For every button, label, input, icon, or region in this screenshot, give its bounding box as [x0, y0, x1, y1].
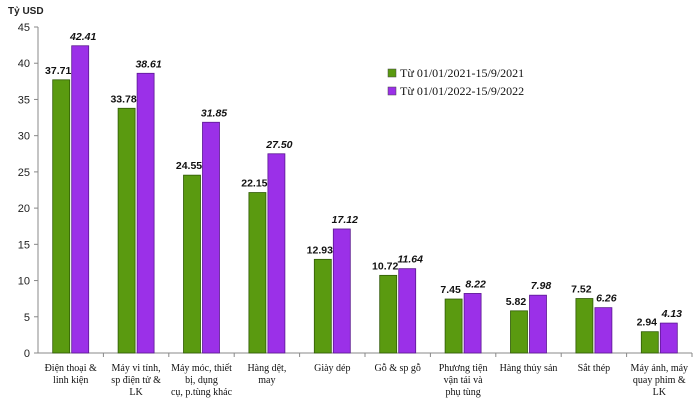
bar-2022: [267, 153, 286, 354]
bar-2022: [594, 307, 613, 354]
legend-label: Từ 01/01/2022-15/9/2022: [400, 84, 524, 98]
data-label: 4.13: [661, 308, 683, 320]
data-label: 12.93: [307, 244, 333, 256]
bar-2021: [183, 174, 201, 354]
y-tick-label: 45: [18, 22, 30, 34]
y-tick-label: 40: [18, 58, 30, 70]
legend-label: Từ 01/01/2021-15/9/2021: [400, 66, 524, 80]
legend-swatch: [387, 86, 397, 96]
x-tick-label: Điện thoại & linh kiện: [45, 363, 97, 386]
legend: Từ 01/01/2021-15/9/2021 Từ 01/01/2022-15/…: [387, 66, 524, 98]
x-tick-label: Giày dép: [314, 363, 350, 374]
bar-2022: [398, 268, 417, 354]
data-label: 10.72: [372, 260, 398, 272]
bar-2022: [71, 45, 90, 354]
x-tick-label: Hàng dệt, may: [247, 363, 286, 386]
x-tick-label: Máy móc, thiết bị, dụng cụ, p.tùng khác: [171, 363, 233, 398]
bar-2021: [640, 331, 659, 354]
x-tick-label: Máy vi tính, sp điện tử & LK: [111, 363, 161, 398]
data-label: 37.71: [45, 65, 71, 77]
y-tick-label: 10: [18, 276, 30, 288]
data-label: 7.52: [571, 284, 592, 296]
y-tick-label: 20: [18, 203, 30, 215]
data-label: 11.64: [397, 254, 423, 266]
legend-swatch: [387, 68, 397, 78]
y-tick-label: 5: [24, 312, 30, 324]
data-label: 5.82: [506, 296, 527, 308]
bar-2021: [444, 298, 463, 354]
data-label: 42.41: [69, 31, 96, 43]
data-label: 7.45: [440, 284, 461, 296]
y-tick-label: 25: [18, 167, 30, 179]
data-label: 31.85: [201, 107, 227, 119]
y-tick-label: 15: [18, 239, 30, 251]
data-label: 22.15: [241, 178, 267, 190]
y-tick-label: 35: [18, 94, 30, 106]
bar-2021: [379, 274, 398, 354]
x-tick-label: Phương tiện vận tải và phụ tùng: [439, 363, 488, 398]
data-label: 38.61: [135, 58, 161, 70]
data-label: 17.12: [332, 214, 358, 226]
bar-2021: [248, 192, 267, 354]
y-tick-label: 30: [18, 131, 30, 143]
x-tick-label: Máy ảnh, máy quay phim & LK: [631, 363, 689, 398]
x-tick-label: Sắt thép: [578, 363, 611, 374]
y-tick-label: 0: [24, 348, 30, 360]
bar-2021: [510, 310, 528, 354]
bar-2022: [463, 293, 482, 354]
bar-2021: [575, 298, 594, 354]
data-label: 6.26: [596, 293, 617, 305]
bar-2022: [136, 72, 155, 354]
data-label: 8.22: [465, 278, 486, 290]
data-label: 27.50: [265, 139, 292, 151]
data-label: 33.78: [110, 93, 136, 105]
bar-2022: [202, 121, 220, 354]
data-label: 24.55: [176, 160, 202, 172]
bar-2022: [659, 322, 678, 354]
data-label: 7.98: [531, 280, 552, 292]
bar-2022: [332, 228, 351, 354]
y-axis-label: Tỷ USD: [8, 6, 44, 17]
data-label: 2.94: [637, 317, 658, 329]
bar-2022: [529, 294, 547, 354]
bar-2021: [117, 107, 136, 354]
x-tick-label: Hàng thủy sản: [500, 363, 558, 374]
bar-2021: [313, 258, 332, 354]
x-tick-label: Gỗ & sp gỗ: [374, 363, 420, 374]
bar-2021: [52, 79, 71, 354]
